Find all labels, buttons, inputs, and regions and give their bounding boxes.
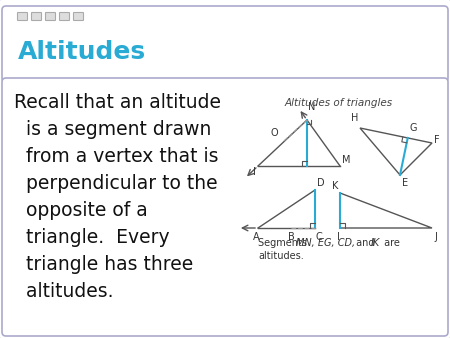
FancyBboxPatch shape <box>18 13 27 21</box>
Text: Recall that an altitude: Recall that an altitude <box>14 93 221 112</box>
Text: E: E <box>402 178 408 188</box>
FancyBboxPatch shape <box>2 78 448 336</box>
Text: B: B <box>288 232 294 242</box>
Text: D: D <box>317 178 324 188</box>
Text: altitudes.: altitudes. <box>258 251 304 261</box>
FancyBboxPatch shape <box>2 6 448 82</box>
Text: Segments: Segments <box>258 238 310 248</box>
Text: G: G <box>410 123 417 133</box>
Text: perpendicular to the: perpendicular to the <box>14 174 218 193</box>
Text: I: I <box>253 167 256 177</box>
FancyBboxPatch shape <box>73 13 84 21</box>
Text: Altitudes of triangles: Altitudes of triangles <box>285 98 393 108</box>
Text: IK: IK <box>371 238 380 248</box>
Text: triangle has three: triangle has three <box>14 255 193 274</box>
Text: K: K <box>332 181 338 191</box>
Text: opposite of a: opposite of a <box>14 201 148 220</box>
Text: N: N <box>308 102 315 112</box>
Text: M: M <box>342 155 351 165</box>
FancyBboxPatch shape <box>45 13 55 21</box>
Text: J: J <box>434 232 437 242</box>
Text: from a vertex that is: from a vertex that is <box>14 147 219 166</box>
FancyBboxPatch shape <box>32 13 41 21</box>
Text: H: H <box>351 113 358 123</box>
Text: MN, EG, CD,: MN, EG, CD, <box>296 238 355 248</box>
Text: altitudes.: altitudes. <box>14 282 113 301</box>
Text: is a segment drawn: is a segment drawn <box>14 120 211 139</box>
Text: F: F <box>434 135 440 145</box>
Text: A: A <box>253 232 259 242</box>
Text: Altitudes: Altitudes <box>18 40 146 64</box>
Text: C: C <box>316 232 323 242</box>
FancyBboxPatch shape <box>59 13 69 21</box>
Text: I: I <box>337 232 339 242</box>
Text: triangle.  Every: triangle. Every <box>14 228 170 247</box>
Text: are: are <box>381 238 400 248</box>
Text: O: O <box>270 128 278 138</box>
Text: and: and <box>353 238 378 248</box>
